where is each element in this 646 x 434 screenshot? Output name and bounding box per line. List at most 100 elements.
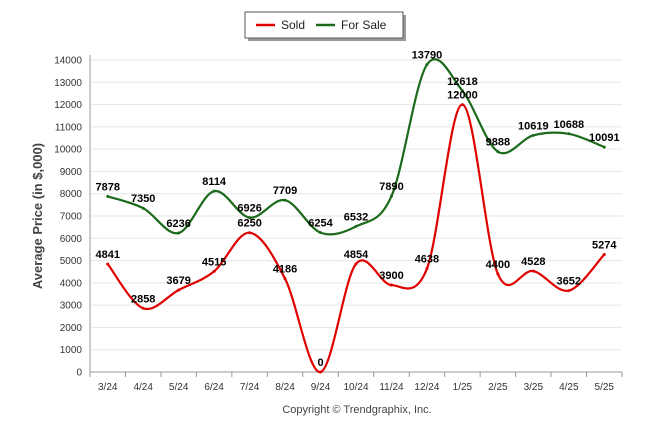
y-tick-label: 5000 (60, 256, 83, 267)
x-tick-label: 5/25 (595, 382, 615, 393)
data-point-for-sale (319, 231, 323, 235)
data-point-for-sale (354, 224, 358, 228)
y-tick-label: 0 (76, 368, 82, 379)
data-point-sold (531, 269, 535, 273)
data-point-sold (389, 283, 393, 287)
y-tick-label: 13000 (54, 78, 82, 89)
y-tick-label: 12000 (54, 100, 82, 111)
data-point-for-sale (177, 231, 181, 235)
data-point-sold (425, 267, 429, 271)
data-point-for-sale (567, 132, 571, 136)
data-label-for-sale: 7878 (95, 181, 119, 193)
data-point-sold (496, 272, 500, 276)
data-label-sold: 6250 (237, 218, 261, 230)
data-label-sold: 4400 (486, 259, 510, 271)
data-label-for-sale: 6532 (344, 211, 368, 223)
data-label-sold: 3652 (557, 276, 581, 288)
data-label-sold: 2858 (131, 293, 155, 305)
data-label-for-sale: 10619 (518, 120, 549, 132)
data-point-for-sale (248, 216, 252, 220)
y-tick-label: 8000 (60, 189, 83, 200)
data-label-for-sale: 7890 (379, 181, 403, 193)
data-label-sold: 3900 (379, 270, 403, 282)
copyright-credit: Copyright © Trendgraphix, Inc. (282, 404, 431, 416)
data-label-sold: 4528 (521, 256, 545, 268)
data-point-for-sale (460, 89, 464, 93)
x-tick-label: 8/24 (275, 382, 295, 393)
data-label-for-sale: 12618 (447, 76, 478, 88)
x-tick-label: 11/24 (379, 382, 404, 393)
data-label-for-sale: 7709 (273, 185, 297, 197)
data-point-sold (248, 231, 252, 235)
x-tick-label: 4/24 (133, 382, 153, 393)
data-label-sold: 4854 (344, 249, 369, 261)
x-tick-label: 7/24 (240, 382, 260, 393)
data-point-sold (177, 288, 181, 292)
data-point-for-sale (106, 194, 110, 198)
data-label-for-sale: 7350 (131, 193, 155, 205)
y-tick-label: 4000 (60, 278, 83, 289)
x-tick-label: 4/25 (559, 382, 579, 393)
y-tick-label: 9000 (60, 167, 83, 178)
data-label-sold: 4638 (415, 254, 439, 266)
legend-label-for-sale: For Sale (341, 18, 387, 32)
y-tick-label: 6000 (60, 234, 83, 245)
data-point-for-sale (425, 63, 429, 67)
y-tick-label: 7000 (60, 212, 83, 223)
x-tick-label: 3/24 (98, 382, 118, 393)
y-axis: 0 1000 2000 3000 4000 5000 6000 7000 8000 9000 100… (54, 55, 91, 379)
data-point-for-sale (531, 133, 535, 137)
data-point-sold (460, 103, 464, 107)
data-label-for-sale: 10091 (589, 132, 620, 144)
data-label-sold: 4186 (273, 264, 297, 276)
x-tick-label: 2/25 (488, 382, 508, 393)
data-point-sold (567, 289, 571, 293)
data-point-for-sale (212, 189, 216, 193)
data-point-sold (106, 262, 110, 266)
data-point-sold (354, 262, 358, 266)
y-tick-label: 14000 (54, 56, 82, 67)
x-tick-label: 5/24 (169, 382, 189, 393)
y-tick-label: 2000 (60, 323, 83, 334)
data-point-for-sale (389, 194, 393, 198)
x-tick-label: 1/25 (453, 382, 473, 393)
y-axis-label: Average Price (in $,000) (30, 143, 45, 289)
legend: Sold For Sale (244, 11, 406, 41)
data-point-sold (283, 277, 287, 281)
series-line-for-sale (107, 58, 605, 236)
data-label-sold: 3679 (166, 275, 190, 287)
data-point-sold (602, 252, 606, 256)
data-label-sold: 5274 (592, 239, 617, 251)
data-label-sold: 12000 (447, 90, 478, 102)
y-tick-label: 11000 (55, 122, 83, 133)
data-point-for-sale (496, 150, 500, 154)
y-tick-label: 3000 (60, 301, 83, 312)
data-label-for-sale: 10688 (554, 119, 585, 131)
legend-label-sold: Sold (281, 18, 305, 32)
data-label-sold: 0 (317, 357, 323, 369)
data-label-for-sale: 6236 (166, 218, 190, 230)
x-axis: 3/24 4/24 5/24 6/24 7/24 8/24 9/24 10/24 11/24 12… (89, 371, 623, 393)
data-label-sold: 4841 (95, 249, 119, 261)
y-tick-label: 10000 (54, 145, 82, 156)
y-tick-label: 1000 (60, 345, 83, 356)
data-label-for-sale: 6254 (308, 218, 333, 230)
x-tick-label: 6/24 (204, 382, 224, 393)
data-label-sold: 4515 (202, 256, 226, 268)
data-labels: 4841 2858 3679 4515 6250 4186 0 4854 3900 4638 120… (95, 50, 619, 369)
grid-layer (90, 59, 622, 373)
series-line-sold (106, 103, 606, 374)
data-point-sold (141, 306, 145, 310)
data-point-for-sale (283, 198, 287, 202)
x-tick-label: 9/24 (311, 382, 331, 393)
data-label-for-sale: 13790 (412, 50, 443, 62)
x-tick-label: 3/25 (524, 382, 544, 393)
data-label-for-sale: 6926 (237, 203, 261, 215)
data-point-for-sale (141, 206, 145, 210)
data-label-for-sale: 9888 (486, 137, 510, 149)
data-point-sold (319, 370, 323, 374)
data-point-for-sale (602, 145, 606, 149)
x-tick-label: 10/24 (343, 382, 368, 393)
data-label-for-sale: 8114 (202, 176, 227, 188)
